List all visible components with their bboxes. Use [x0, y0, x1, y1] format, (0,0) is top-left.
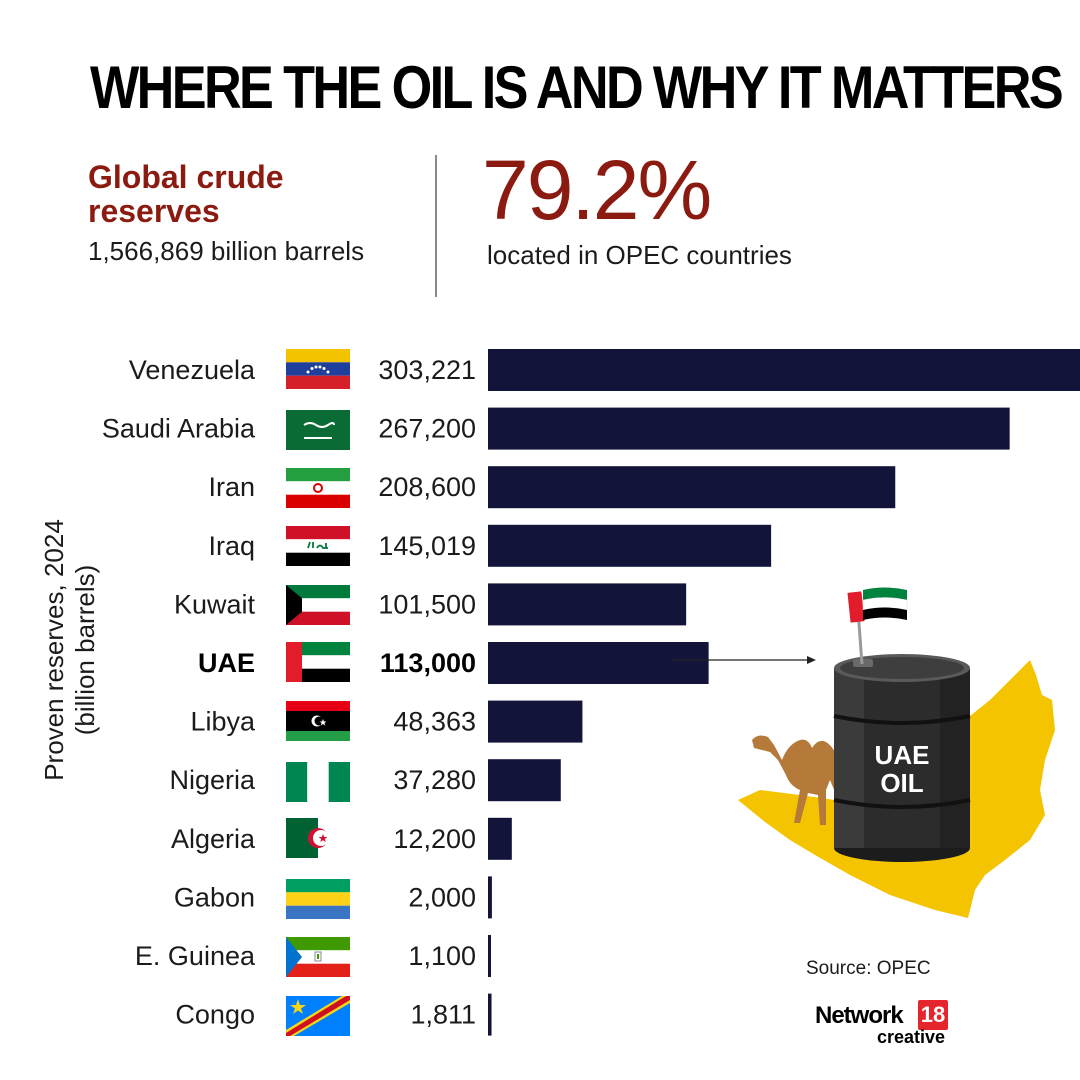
nigeria-flag	[286, 762, 350, 802]
venezuela-flag	[286, 349, 350, 389]
category-label: E. Guinea	[135, 941, 256, 971]
category-label: Iran	[208, 472, 255, 502]
value-labels: 303,221 267,200 208,600 145,019 101,500 113,0…	[378, 355, 476, 1030]
libya-flag	[286, 701, 350, 741]
bar-uae	[488, 642, 709, 684]
uae-pointer-arrow	[672, 656, 816, 664]
gabon-flag	[286, 879, 350, 919]
value-label: 37,280	[393, 765, 476, 795]
network18-logo: Network 18 creative	[815, 1000, 950, 1048]
category-label: Congo	[175, 1000, 255, 1030]
global-reserves-title: Global crude reserves	[88, 159, 284, 229]
uae-flag	[286, 642, 350, 682]
category-label: Libya	[190, 707, 256, 737]
saudi-arabia-flag	[286, 410, 350, 450]
category-label: Venezuela	[129, 355, 256, 385]
value-label: 1,100	[408, 941, 476, 971]
oil-barrel-icon: UAE OIL	[833, 654, 971, 862]
category-label: Saudi Arabia	[102, 414, 256, 444]
uae-flag-icon	[847, 587, 908, 665]
barrel-text-line-2: OIL	[880, 768, 923, 798]
category-label: Kuwait	[174, 589, 256, 619]
bar-iran	[488, 466, 896, 509]
logo-number: 18	[918, 1000, 948, 1030]
category-label: Gabon	[174, 882, 255, 912]
value-label: 208,600	[378, 472, 476, 502]
iran-flag	[286, 468, 350, 508]
bar-libya	[488, 700, 583, 743]
value-label: 48,363	[393, 707, 476, 737]
flags-group	[286, 349, 350, 1036]
bar-nigeria	[488, 759, 561, 802]
bar-congo	[488, 993, 492, 1036]
value-label: 303,221	[378, 355, 476, 385]
barrel-text-line-1: UAE	[875, 740, 930, 770]
bar-venezuela	[488, 349, 1080, 391]
value-label: 12,200	[393, 824, 476, 854]
congo-flag	[286, 996, 350, 1036]
bar-algeria	[488, 817, 512, 860]
value-label: 145,019	[378, 531, 476, 561]
category-label: Nigeria	[169, 765, 256, 795]
bars-group	[488, 349, 1080, 1036]
logo-name: Network	[815, 1002, 904, 1029]
category-label: Algeria	[171, 824, 256, 854]
category-label: Iraq	[208, 531, 255, 561]
equatorial-guinea-flag	[286, 937, 350, 977]
header-divider	[435, 155, 437, 297]
value-label: 2,000	[408, 882, 476, 912]
opec-share-label: located in OPEC countries	[487, 240, 792, 270]
value-label: 113,000	[380, 648, 476, 678]
opec-share-value: 79.2%	[482, 143, 712, 237]
iraq-flag	[286, 526, 350, 566]
value-label: 267,200	[378, 414, 476, 444]
value-label: 1,811	[410, 1000, 476, 1030]
algeria-flag	[286, 818, 350, 858]
bar-e-guinea	[488, 935, 491, 977]
kuwait-flag	[286, 585, 350, 625]
category-label: UAE	[198, 648, 255, 678]
value-label: 101,500	[378, 589, 476, 619]
uae-illustration: UAE OIL	[738, 587, 1055, 918]
bar-kuwait	[488, 583, 687, 626]
bar-iraq	[488, 524, 772, 567]
category-labels: Venezuela Saudi Arabia Iran Iraq Kuwait UAE Li…	[102, 355, 256, 1030]
camel-icon	[752, 735, 840, 825]
bar-gabon	[488, 876, 492, 919]
source-note: Source: OPEC	[806, 958, 931, 979]
bar-saudi-arabia	[488, 407, 1010, 450]
global-reserves-value: 1,566,869 billion barrels	[88, 236, 365, 266]
logo-sub: creative	[877, 1027, 946, 1047]
